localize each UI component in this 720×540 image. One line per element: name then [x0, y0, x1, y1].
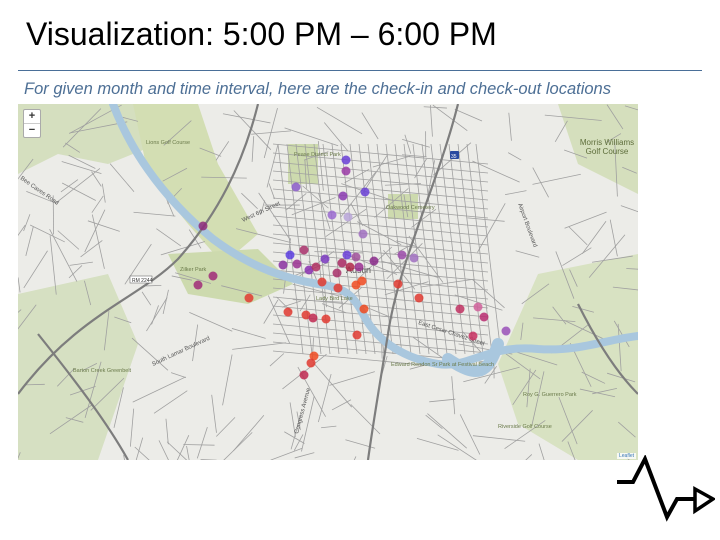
checkin-marker[interactable] — [333, 283, 343, 293]
svg-text:Bee Caves Road: Bee Caves Road — [19, 176, 60, 207]
logo-icon — [617, 455, 715, 522]
leaflet-attribution-link[interactable]: Leaflet — [616, 453, 636, 459]
checkin-marker[interactable] — [309, 351, 319, 361]
checkin-marker[interactable] — [321, 314, 331, 324]
slide-subtitle: For given month and time interval, here … — [24, 80, 611, 98]
svg-text:RM 2244: RM 2244 — [132, 278, 153, 284]
checkin-marker[interactable] — [317, 277, 327, 287]
morris-williams-golf-course-label: Morris Williams Golf Course — [579, 138, 635, 156]
map-view[interactable]: + − Lions Golf Course Pease District Par — [18, 104, 638, 460]
checkin-marker[interactable] — [354, 262, 364, 272]
checkin-marker[interactable] — [338, 191, 348, 201]
checkin-marker[interactable] — [369, 256, 379, 266]
checkin-marker[interactable] — [304, 265, 314, 275]
svg-text:South Lamar Boulevard: South Lamar Boulevard — [151, 336, 211, 368]
slide-title: Visualization: 5:00 PM – 6:00 PM — [26, 16, 497, 52]
checkin-marker[interactable] — [397, 250, 407, 260]
svg-text:Lady Bird Lake: Lady Bird Lake — [316, 296, 353, 302]
checkin-marker[interactable] — [306, 358, 316, 368]
checkin-marker[interactable] — [360, 187, 370, 197]
checkin-marker[interactable] — [345, 262, 355, 272]
svg-text:Airport Boulevard: Airport Boulevard — [516, 203, 537, 249]
checkin-marker[interactable] — [285, 250, 295, 260]
highways — [18, 104, 638, 460]
checkin-marker[interactable] — [414, 293, 424, 303]
svg-text:Riverside Golf Course: Riverside Golf Course — [498, 424, 552, 430]
checkin-marker[interactable] — [479, 312, 489, 322]
checkin-marker[interactable] — [208, 271, 218, 281]
checkin-marker[interactable] — [244, 293, 254, 303]
svg-text:Roy G. Guerrero Park: Roy G. Guerrero Park — [523, 392, 577, 398]
zoom-control: + − — [23, 109, 41, 138]
svg-text:35: 35 — [451, 154, 457, 160]
checkin-marker[interactable] — [332, 268, 342, 278]
svg-text:Pease District Park: Pease District Park — [294, 152, 341, 158]
svg-text:Oakwood Cemetery: Oakwood Cemetery — [386, 205, 435, 211]
checkin-marker[interactable] — [343, 212, 353, 222]
checkin-markers — [193, 155, 511, 380]
svg-text:Edward Rendon Sr Park at Festi: Edward Rendon Sr Park at Festival Beach — [391, 362, 494, 368]
river — [109, 104, 638, 377]
checkin-marker[interactable] — [501, 326, 511, 336]
zoom-out-button[interactable]: − — [24, 123, 40, 137]
checkin-marker[interactable] — [455, 304, 465, 314]
svg-text:West 6th Street: West 6th Street — [241, 201, 281, 224]
zoom-in-button[interactable]: + — [28, 110, 36, 122]
svg-text:Congress Avenue: Congress Avenue — [294, 387, 312, 435]
checkin-marker[interactable] — [311, 262, 321, 272]
title-divider — [18, 70, 702, 71]
checkin-marker[interactable] — [193, 280, 203, 290]
checkin-marker[interactable] — [198, 221, 208, 231]
checkin-marker[interactable] — [308, 313, 318, 323]
checkin-marker[interactable] — [468, 331, 478, 341]
checkin-marker[interactable] — [299, 245, 309, 255]
checkin-marker[interactable] — [320, 254, 330, 264]
checkin-marker[interactable] — [359, 304, 369, 314]
checkin-marker[interactable] — [341, 166, 351, 176]
checkin-marker[interactable] — [341, 155, 351, 165]
checkin-marker[interactable] — [337, 258, 347, 268]
checkin-marker[interactable] — [327, 210, 337, 220]
checkin-marker[interactable] — [299, 370, 309, 380]
checkin-marker[interactable] — [278, 260, 288, 270]
checkin-marker[interactable] — [292, 259, 302, 269]
checkin-marker[interactable] — [342, 250, 352, 260]
checkin-marker[interactable] — [351, 252, 361, 262]
checkin-marker[interactable] — [409, 253, 419, 263]
checkin-marker[interactable] — [473, 302, 483, 312]
map-tiles: Lions Golf Course Pease District Park Zi… — [18, 104, 638, 460]
checkin-marker[interactable] — [393, 279, 403, 289]
checkin-marker[interactable] — [352, 330, 362, 340]
checkin-marker[interactable] — [301, 310, 311, 320]
checkin-marker[interactable] — [357, 276, 367, 286]
checkin-marker[interactable] — [358, 229, 368, 239]
checkin-marker[interactable] — [291, 182, 301, 192]
svg-text:Zilker Park: Zilker Park — [180, 267, 207, 273]
svg-text:Barton Creek Greenbelt: Barton Creek Greenbelt — [73, 368, 132, 374]
svg-text:Lions Golf Course: Lions Golf Course — [146, 140, 190, 146]
checkin-marker[interactable] — [283, 307, 293, 317]
